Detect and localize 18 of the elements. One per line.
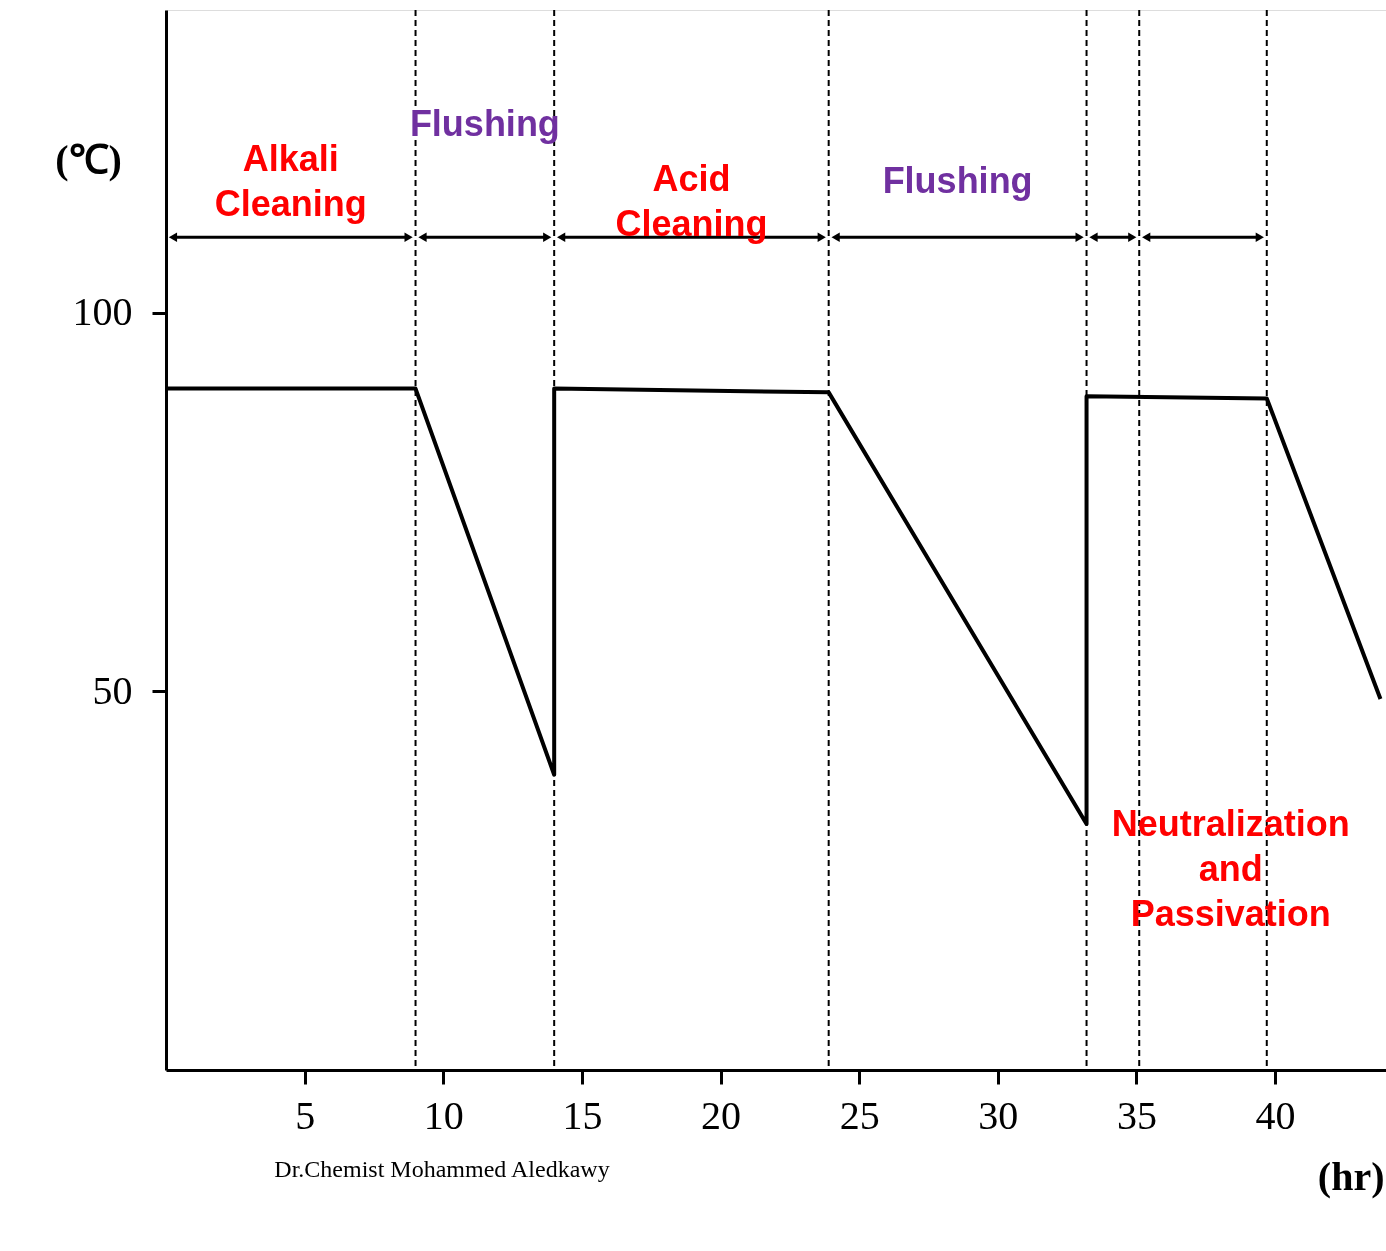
x-tick-label: 35	[1116, 1092, 1157, 1138]
annotation: Neutralization and Passivation	[1111, 803, 1350, 934]
y-tick-label: 50	[92, 667, 133, 713]
annotation: Alkali Cleaning	[214, 138, 367, 224]
x-tick-label: 40	[1255, 1092, 1296, 1138]
annotation: Flushing	[882, 160, 1033, 201]
x-tick-label: 10	[423, 1092, 464, 1138]
x-tick-label: 20	[701, 1092, 742, 1138]
x-tick-label: 5	[295, 1092, 316, 1138]
x-tick-label: 25	[839, 1092, 880, 1138]
text: Dr.Chemist Mohammed Aledkawy	[274, 1156, 610, 1182]
y-axis-title: (℃)	[55, 136, 122, 182]
x-tick-label: 30	[978, 1092, 1019, 1138]
annotation: Acid Cleaning	[615, 158, 768, 244]
y-tick-label: 100	[72, 289, 133, 335]
x-axis-title: (hr)	[1317, 1153, 1385, 1199]
annotation: Flushing	[409, 103, 560, 144]
x-tick-label: 15	[562, 1092, 603, 1138]
